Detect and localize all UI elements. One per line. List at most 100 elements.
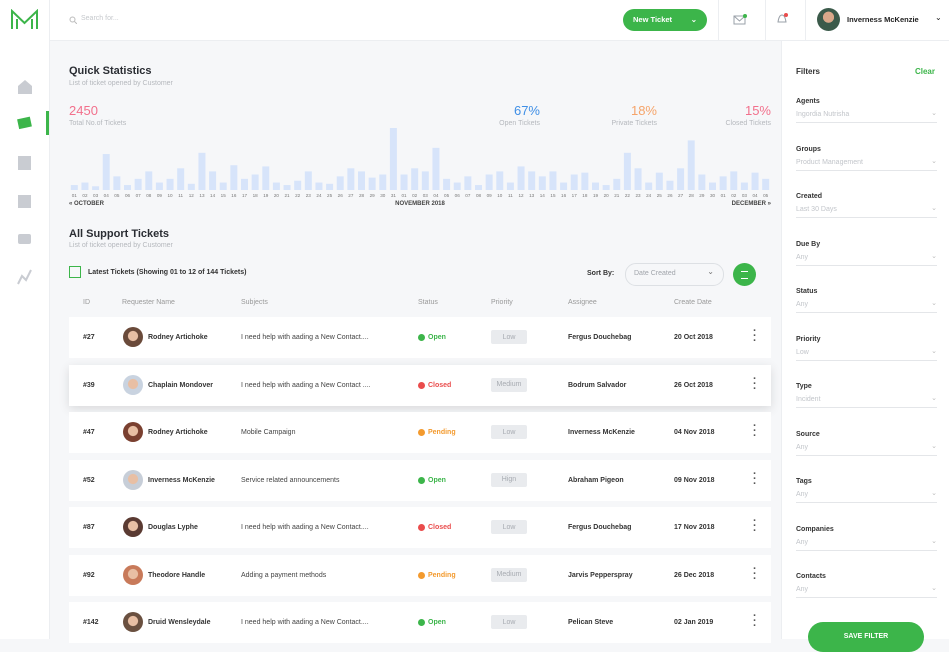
- filter-caret: ⌄: [931, 585, 937, 592]
- filter-value: Any: [796, 491, 809, 498]
- filter-select[interactable]: Last 30 Days ⌄: [796, 203, 937, 218]
- bar: [294, 180, 302, 190]
- row-menu[interactable]: · · ·: [753, 325, 757, 347]
- filter-select[interactable]: Any ⌄: [796, 298, 937, 313]
- bar: [166, 178, 174, 190]
- x-tick-label: 08: [476, 193, 482, 198]
- requester-name: Inverness McKenzie: [148, 476, 215, 484]
- user-caret[interactable]: ⌄: [935, 13, 942, 22]
- filter-value: Any: [796, 443, 809, 451]
- row-menu[interactable]: · · ·: [753, 610, 757, 632]
- priority: Medium: [496, 571, 522, 578]
- bell-icon[interactable]: [776, 12, 788, 26]
- search-input[interactable]: Search for...: [81, 15, 119, 22]
- sort-select[interactable]: Date Created ⌄: [625, 263, 724, 286]
- bar: [709, 182, 716, 190]
- filter-caret: ⌄: [931, 537, 937, 545]
- filter-select[interactable]: Any ⌄: [796, 488, 937, 503]
- search-icon: [69, 16, 77, 24]
- bar: [645, 182, 653, 190]
- row-menu[interactable]: · · ·: [753, 372, 757, 395]
- ticket-row[interactable]: #39 Chaplain Mondover I need help with aad…: [69, 364, 771, 406]
- bar: [219, 182, 227, 190]
- filter-value: Any: [796, 586, 809, 593]
- bar: [751, 172, 759, 190]
- month-label: DECEMBER »: [732, 201, 772, 207]
- filter-select[interactable]: Any ⌄: [796, 441, 937, 456]
- bar: [230, 165, 238, 190]
- ticket-row[interactable]: #92 Theodore Handle Adding a payment metho…: [69, 554, 771, 596]
- x-tick-label: 22: [295, 193, 301, 198]
- create-date: 02 Jan 2019: [674, 619, 714, 626]
- kpi-label: Open Tickets: [499, 120, 540, 127]
- new-ticket-button[interactable]: New Ticket ⌄: [623, 9, 707, 31]
- x-tick-label: 01: [721, 193, 727, 198]
- user-avatar[interactable]: [817, 8, 840, 31]
- requester-avatar: [123, 564, 143, 585]
- x-tick-label: 05: [114, 193, 120, 198]
- bar: [70, 185, 78, 190]
- assignee: Inverness McKenzie: [568, 429, 635, 436]
- x-tick-label: 06: [455, 193, 461, 198]
- select-all-checkbox[interactable]: [69, 266, 81, 278]
- filter-label: Type: [796, 383, 812, 390]
- bar: [272, 182, 280, 190]
- row-menu[interactable]: · · ·: [753, 467, 757, 490]
- user-name[interactable]: Inverness McKenzie: [847, 15, 919, 24]
- filter-select[interactable]: Any ⌄: [796, 251, 937, 266]
- bar: [134, 178, 142, 190]
- chat-icon[interactable]: [18, 234, 31, 244]
- filter-value: Any: [796, 253, 809, 261]
- select-caret: ⌄: [707, 267, 714, 276]
- x-tick-label: 17: [242, 193, 248, 198]
- ticket-row[interactable]: #87 Douglas Lyphe I need help with aading …: [69, 507, 771, 548]
- status-icon: [418, 476, 425, 484]
- row-menu[interactable]: · · ·: [753, 515, 757, 537]
- bar: [528, 171, 536, 190]
- row-menu[interactable]: · · ·: [753, 420, 757, 442]
- status: Closed: [428, 381, 452, 389]
- x-tick-label: 16: [231, 193, 237, 198]
- bar: [485, 174, 493, 190]
- filter-caret: ⌄: [931, 205, 937, 212]
- tickets-icon[interactable]: [17, 116, 32, 130]
- requester-name: Douglas Lyphe: [148, 524, 198, 531]
- bar: [538, 176, 546, 190]
- filter-caret: ⌄: [931, 157, 937, 165]
- clear-filters[interactable]: Clear: [914, 67, 935, 76]
- divider: [718, 0, 719, 40]
- save-filter-button[interactable]: SAVE FILTER: [808, 622, 924, 652]
- filter-select[interactable]: Low ⌄: [796, 346, 937, 361]
- reports-icon[interactable]: [18, 195, 31, 208]
- home-icon[interactable]: [18, 80, 32, 94]
- stats-subtitle: List of ticket opened by Customer: [69, 80, 173, 87]
- analytics-icon[interactable]: [17, 269, 32, 285]
- subject: I need help with aading a New Contact...…: [241, 334, 369, 341]
- status: Closed: [428, 524, 452, 531]
- x-tick-label: 29: [370, 193, 376, 198]
- x-tick-label: 02: [412, 193, 418, 198]
- x-tick-label: 28: [359, 193, 365, 198]
- ticket-row[interactable]: #47 Rodney Artichoke Mobile Campaign Pendin…: [69, 412, 771, 453]
- ticket-row[interactable]: #27 Rodney Artichoke I need help with aadi…: [69, 317, 771, 358]
- mail-icon[interactable]: [733, 14, 747, 26]
- list-view-button[interactable]: [733, 263, 756, 286]
- x-tick-label: 05: [444, 193, 450, 198]
- filter-select[interactable]: Any ⌄: [796, 536, 937, 551]
- filter-select[interactable]: Ingordia Nutrisha ⌄: [796, 108, 937, 123]
- sidebar: [0, 0, 50, 639]
- x-tick-label: 03: [742, 193, 748, 198]
- total-label: Total No.of Tickets: [69, 120, 127, 127]
- filter-caret: ⌄: [931, 300, 937, 307]
- filter-select[interactable]: Product Management ⌄: [796, 156, 937, 171]
- x-tick-label: 04: [433, 193, 439, 198]
- filter-select[interactable]: Incident ⌄: [796, 393, 937, 408]
- filter-select[interactable]: Any ⌄: [796, 583, 937, 598]
- ticket-row[interactable]: #52 Inverness McKenzie Service related ann…: [69, 459, 771, 501]
- x-tick-label: 14: [210, 193, 216, 198]
- row-menu[interactable]: · · ·: [753, 562, 757, 585]
- contacts-icon[interactable]: [18, 156, 31, 170]
- ticket-id: #27: [83, 334, 95, 341]
- ticket-row[interactable]: #142 Druid Wensleydale I need help with aa…: [69, 602, 771, 643]
- bar: [262, 166, 270, 190]
